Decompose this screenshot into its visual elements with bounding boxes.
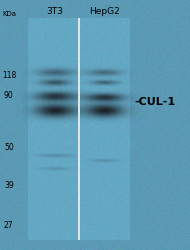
Text: 3T3: 3T3 [47, 8, 63, 16]
Text: 50: 50 [4, 144, 14, 152]
Text: 39: 39 [4, 180, 14, 190]
Text: 118: 118 [2, 70, 16, 80]
Text: 90: 90 [4, 92, 14, 100]
Text: 27: 27 [4, 220, 14, 230]
Text: HepG2: HepG2 [89, 8, 119, 16]
Text: KDa: KDa [2, 11, 16, 17]
Text: -CUL-1: -CUL-1 [134, 97, 175, 107]
